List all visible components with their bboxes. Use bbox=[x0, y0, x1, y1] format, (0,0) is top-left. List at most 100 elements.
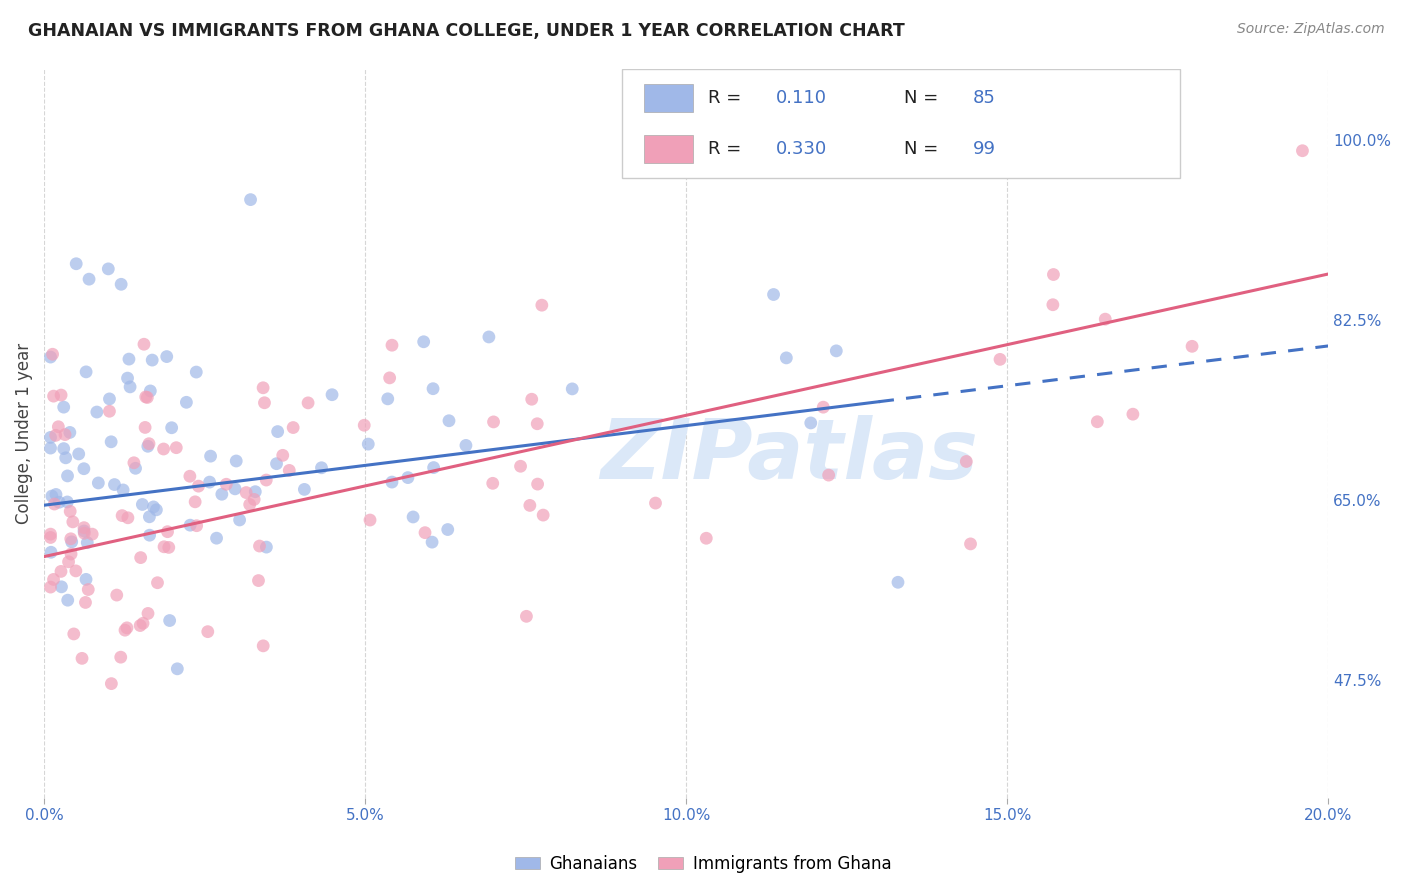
Point bbox=[55, 450, 77, 465]
Point bbox=[105, 588, 128, 602]
Point bbox=[253, 396, 276, 410]
Point bbox=[283, 420, 305, 434]
Point bbox=[136, 439, 159, 453]
Point bbox=[266, 457, 288, 471]
Point bbox=[412, 334, 434, 349]
Point bbox=[481, 476, 503, 491]
Point bbox=[775, 351, 797, 365]
Point bbox=[44, 497, 66, 511]
Point bbox=[117, 510, 139, 524]
Point bbox=[247, 574, 270, 588]
Point bbox=[97, 261, 120, 276]
Point bbox=[402, 510, 425, 524]
Point bbox=[1042, 268, 1064, 282]
Point bbox=[59, 425, 82, 440]
Point bbox=[153, 540, 176, 554]
Point bbox=[530, 298, 553, 312]
Point bbox=[117, 371, 139, 385]
Point bbox=[198, 475, 221, 489]
Text: 99: 99 bbox=[973, 140, 995, 158]
Point bbox=[205, 531, 228, 545]
Point bbox=[482, 415, 505, 429]
Point bbox=[75, 595, 97, 609]
Point bbox=[141, 353, 163, 368]
Point bbox=[51, 580, 73, 594]
Point bbox=[70, 651, 93, 665]
Text: GHANAIAN VS IMMIGRANTS FROM GHANA COLLEGE, UNDER 1 YEAR CORRELATION CHART: GHANAIAN VS IMMIGRANTS FROM GHANA COLLEG… bbox=[28, 22, 905, 40]
Point bbox=[311, 460, 333, 475]
Point bbox=[422, 460, 444, 475]
Point bbox=[77, 582, 100, 597]
Point bbox=[357, 437, 380, 451]
Point bbox=[65, 257, 87, 271]
Point bbox=[62, 627, 84, 641]
Point bbox=[136, 607, 159, 621]
Point bbox=[134, 420, 156, 434]
Point bbox=[1122, 407, 1144, 421]
Point bbox=[321, 387, 343, 401]
Point bbox=[200, 449, 222, 463]
Point bbox=[420, 535, 443, 549]
Point bbox=[526, 417, 548, 431]
Point bbox=[146, 575, 169, 590]
Point bbox=[42, 389, 65, 403]
Point bbox=[77, 272, 100, 286]
Point bbox=[1042, 298, 1064, 312]
Point bbox=[381, 338, 404, 352]
Point bbox=[56, 469, 79, 483]
Point bbox=[825, 343, 848, 358]
Point bbox=[112, 483, 135, 497]
Point bbox=[254, 473, 277, 487]
Point bbox=[353, 418, 375, 433]
Point bbox=[644, 496, 666, 510]
Point bbox=[75, 573, 97, 587]
Point bbox=[520, 392, 543, 407]
Point bbox=[245, 484, 267, 499]
Point bbox=[129, 550, 152, 565]
Point bbox=[124, 461, 146, 475]
Y-axis label: College, Under 1 year: College, Under 1 year bbox=[15, 343, 32, 524]
Point bbox=[122, 456, 145, 470]
Point bbox=[955, 454, 977, 468]
Point bbox=[211, 487, 233, 501]
Point bbox=[959, 537, 981, 551]
Point bbox=[39, 580, 62, 594]
Point bbox=[114, 623, 136, 637]
Point bbox=[60, 534, 83, 549]
Point bbox=[75, 365, 97, 379]
Point bbox=[235, 485, 257, 500]
Point bbox=[278, 463, 301, 477]
Point bbox=[526, 477, 548, 491]
Point bbox=[813, 400, 835, 414]
Point bbox=[56, 495, 79, 509]
Point bbox=[103, 477, 125, 491]
Point bbox=[100, 676, 122, 690]
Point bbox=[160, 421, 183, 435]
Point bbox=[396, 470, 419, 484]
Point bbox=[42, 573, 65, 587]
Point bbox=[422, 382, 444, 396]
Point bbox=[136, 391, 159, 405]
Point bbox=[59, 532, 82, 546]
Point bbox=[152, 442, 174, 456]
Point bbox=[1094, 312, 1116, 326]
Point bbox=[132, 616, 155, 631]
Point bbox=[53, 427, 76, 442]
Point bbox=[39, 545, 62, 559]
Point bbox=[115, 621, 138, 635]
Point bbox=[52, 442, 75, 456]
Point bbox=[413, 525, 436, 540]
Text: R =: R = bbox=[709, 140, 747, 158]
Point bbox=[478, 330, 501, 344]
Point bbox=[120, 380, 142, 394]
Point bbox=[131, 498, 153, 512]
Point bbox=[381, 475, 404, 489]
Point bbox=[56, 593, 79, 607]
Point bbox=[41, 489, 63, 503]
Point bbox=[292, 483, 315, 497]
Point bbox=[695, 531, 717, 545]
Point bbox=[800, 416, 823, 430]
Point bbox=[52, 400, 75, 414]
Text: Source: ZipAtlas.com: Source: ZipAtlas.com bbox=[1237, 22, 1385, 37]
Point bbox=[135, 390, 157, 404]
